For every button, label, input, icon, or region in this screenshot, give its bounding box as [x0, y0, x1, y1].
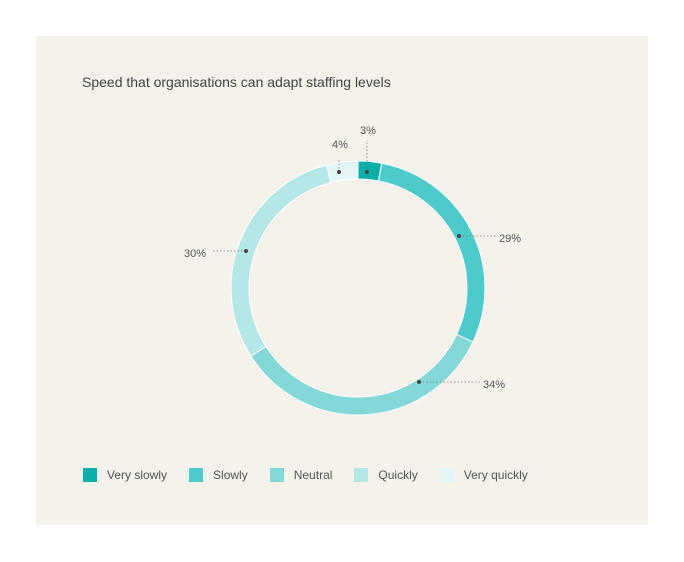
chart-title: Speed that organisations can adapt staff…	[82, 74, 391, 90]
data-label: 34%	[483, 379, 505, 391]
data-label: 3%	[360, 125, 376, 137]
chart-legend: Very slowly Slowly Neutral Quickly Very quic…	[83, 468, 550, 482]
legend-label: Neutral	[293, 468, 333, 482]
donut-chart: 3% 29% 34% 30% 4%	[184, 125, 521, 416]
leader-dot	[244, 249, 248, 253]
leader-dot	[365, 170, 369, 174]
donut-slice-quickly	[230, 164, 332, 357]
leader-dot	[417, 380, 421, 384]
donut-slice-very-slowly	[357, 160, 383, 182]
leader-dot	[457, 234, 461, 238]
chart-panel: Speed that organisations can adapt staff…	[36, 36, 648, 525]
legend-label: Quickly	[378, 468, 418, 482]
legend-item: Neutral	[269, 468, 333, 482]
legend-item: Very quickly	[439, 468, 528, 482]
leader-dot	[337, 170, 341, 174]
legend-label: Very quickly	[463, 468, 528, 482]
data-label: 29%	[499, 233, 521, 245]
legend-swatch	[354, 468, 369, 482]
legend-swatch	[439, 468, 454, 482]
donut-slice-slowly	[377, 162, 486, 343]
donut-slice-very-quickly	[325, 160, 359, 184]
data-label: 30%	[184, 248, 206, 260]
data-label: 4%	[332, 139, 348, 151]
legend-item: Quickly	[354, 468, 418, 482]
legend-swatch	[83, 468, 97, 482]
legend-swatch	[269, 468, 284, 482]
legend-label: Very slowly	[107, 468, 168, 482]
legend-label: Slowly	[213, 468, 248, 482]
legend-swatch	[189, 468, 204, 482]
legend-item: Slowly	[189, 468, 248, 482]
legend-item: Very slowly	[83, 468, 167, 482]
donut-slice-neutral	[250, 333, 474, 416]
